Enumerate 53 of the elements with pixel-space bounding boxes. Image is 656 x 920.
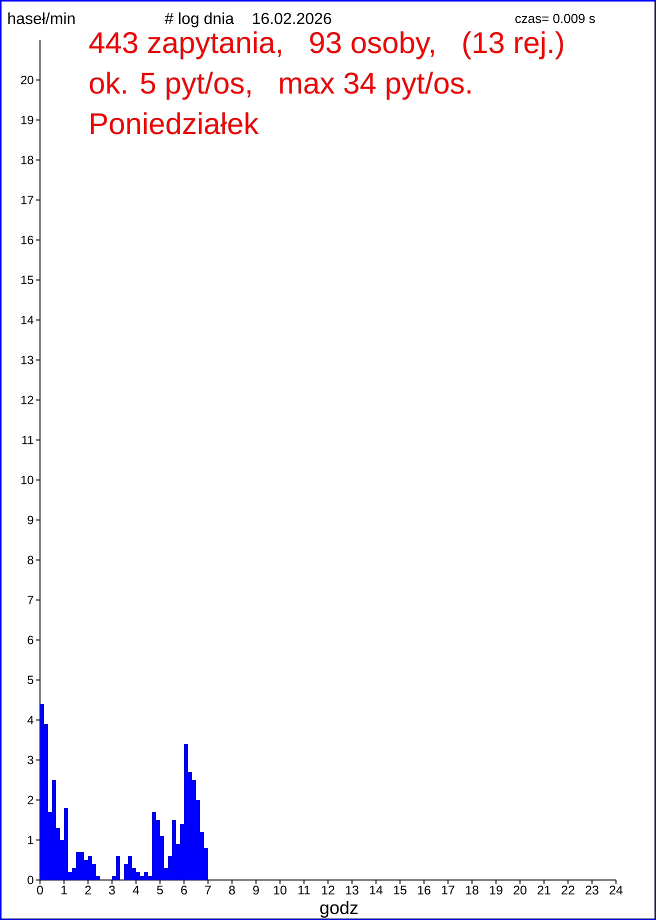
x-tick-label: 18	[466, 886, 478, 895]
x-tick-label: 2	[85, 886, 91, 894]
x-tick-label: 14	[370, 886, 383, 894]
chart-title: # log dnia 16.02.2026	[164, 12, 332, 28]
annotation: ok. 5 pyt/os, max 34 pyt/os.	[90, 72, 470, 100]
x-tick-label: 8	[229, 886, 235, 895]
y-tick-label: 3	[28, 756, 34, 764]
y-tick-label: 15	[21, 276, 34, 284]
annotation: 443 zapytania, 93 osoby, (13 rej.)	[89, 31, 563, 60]
x-tick-label: 7	[205, 886, 211, 894]
x-tick-label: 3	[108, 886, 115, 895]
y-axis-title: haseł/min	[8, 12, 75, 24]
y-tick-label: 8	[28, 556, 34, 564]
y-tick-label: 16	[21, 236, 34, 244]
y-tick-label: 14	[21, 316, 34, 324]
y-tick-label: 5	[28, 676, 34, 684]
y-tick-label: 19	[21, 116, 34, 124]
x-tick-label: 19	[490, 886, 502, 895]
y-tick-label: 0	[28, 876, 34, 884]
x-tick-label: 12	[322, 886, 334, 894]
x-tick-label: 10	[274, 886, 286, 895]
x-tick-label: 11	[298, 886, 310, 894]
y-tick-label: 13	[21, 356, 34, 364]
y-tick-label: 12	[21, 396, 34, 404]
y-tick-label: 17	[21, 196, 34, 204]
x-tick-label: 9	[253, 886, 259, 895]
x-tick-label: 21	[538, 886, 550, 894]
x-tick-label: 20	[514, 886, 526, 895]
x-axis-title: godz	[320, 900, 358, 918]
y-tick-label: 11	[22, 436, 34, 444]
x-tick-label: 16	[418, 886, 430, 895]
y-tick-label: 2	[28, 796, 34, 804]
x-tick-label: 0	[37, 886, 43, 895]
x-tick-label: 22	[562, 886, 574, 894]
x-tick-label: 24	[610, 886, 623, 894]
x-tick-label: 23	[586, 886, 598, 895]
text: czas= 0.009 s	[515, 14, 595, 24]
y-tick-label: 20	[21, 76, 34, 84]
x-tick-label: 1	[61, 886, 67, 894]
x-tick-label: 15	[394, 886, 406, 894]
x-tick-label: 5	[157, 886, 163, 894]
y-tick-label: 9	[28, 516, 34, 524]
y-tick-label: 10	[21, 476, 34, 484]
y-tick-label: 4	[27, 716, 34, 724]
x-tick-label: 4	[132, 886, 140, 894]
y-tick-label: 7	[28, 596, 34, 604]
x-tick-label: 17	[442, 886, 454, 894]
x-tick-label: 6	[181, 886, 187, 895]
x-tick-label: 13	[346, 886, 358, 895]
y-tick-label: 18	[21, 156, 34, 164]
y-tick-label: 6	[28, 636, 34, 644]
annotation: Poniedziałek	[91, 112, 259, 134]
y-tick-label: 1	[28, 836, 34, 844]
